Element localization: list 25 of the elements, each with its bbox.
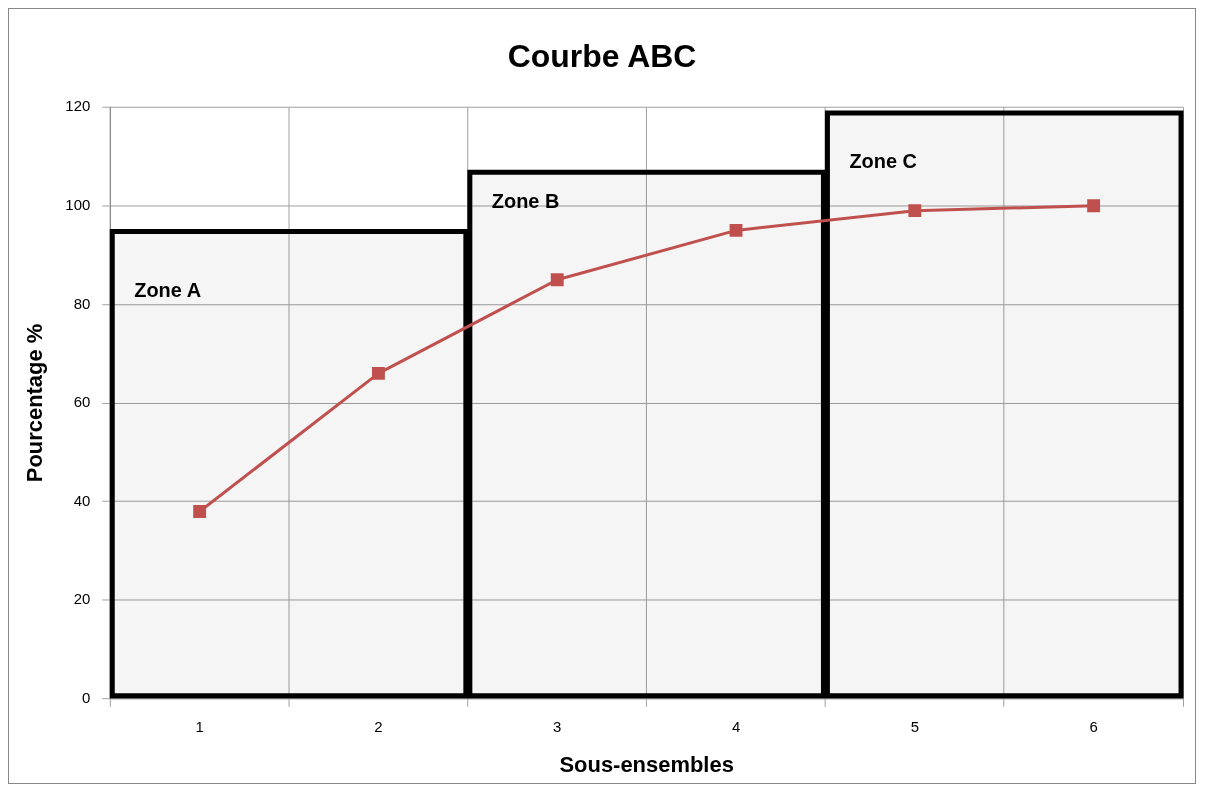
point <box>1087 199 1101 213</box>
y-axis-title: Pourcentage % <box>22 323 48 483</box>
chart-title: Courbe ABC <box>507 37 697 74</box>
x-tick-label: 3 <box>553 717 562 735</box>
x-tick-label: 6 <box>1089 717 1098 735</box>
point <box>550 273 564 287</box>
band-label: Zone A <box>134 278 202 301</box>
x-tick-label: 1 <box>195 717 204 735</box>
y-tick-label: 120 <box>65 97 91 115</box>
y-tick-label: 0 <box>81 688 91 706</box>
y-tick-label: 40 <box>73 491 91 509</box>
point <box>908 204 922 218</box>
x-tick-label: 2 <box>374 717 383 735</box>
y-tick-label: 100 <box>65 195 91 213</box>
y-tick-label: 80 <box>73 294 91 312</box>
x-tick-label: 4 <box>731 717 741 735</box>
x-tick-label: 5 <box>910 717 919 735</box>
band-label: Zone B <box>491 189 560 212</box>
point <box>372 366 385 380</box>
point <box>193 505 207 518</box>
point <box>729 223 743 237</box>
y-tick-label: 20 <box>73 590 91 608</box>
band-label: Zone C <box>849 150 917 173</box>
y-tick-label: 60 <box>73 393 91 411</box>
x-axis-title: Sous-ensembles <box>559 751 734 777</box>
